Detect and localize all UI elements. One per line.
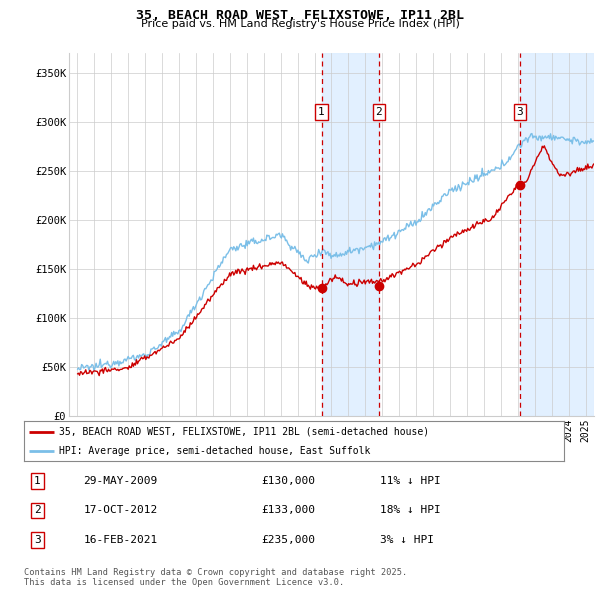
Text: 18% ↓ HPI: 18% ↓ HPI: [380, 506, 441, 515]
Text: 3: 3: [517, 107, 523, 117]
Text: 3: 3: [34, 535, 41, 545]
Bar: [322, 53, 379, 416]
Text: 17-OCT-2012: 17-OCT-2012: [83, 506, 158, 515]
Text: £133,000: £133,000: [262, 506, 316, 515]
Text: 11% ↓ HPI: 11% ↓ HPI: [380, 476, 441, 486]
Text: £235,000: £235,000: [262, 535, 316, 545]
Bar: [520, 53, 594, 416]
Text: 29-MAY-2009: 29-MAY-2009: [83, 476, 158, 486]
Text: £130,000: £130,000: [262, 476, 316, 486]
Text: 16-FEB-2021: 16-FEB-2021: [83, 535, 158, 545]
Text: Contains HM Land Registry data © Crown copyright and database right 2025.
This d: Contains HM Land Registry data © Crown c…: [24, 568, 407, 587]
Text: 3% ↓ HPI: 3% ↓ HPI: [380, 535, 434, 545]
Text: 2: 2: [34, 506, 41, 515]
Text: Price paid vs. HM Land Registry's House Price Index (HPI): Price paid vs. HM Land Registry's House …: [140, 19, 460, 30]
Text: 35, BEACH ROAD WEST, FELIXSTOWE, IP11 2BL: 35, BEACH ROAD WEST, FELIXSTOWE, IP11 2B…: [136, 9, 464, 22]
Text: 1: 1: [34, 476, 41, 486]
Text: HPI: Average price, semi-detached house, East Suffolk: HPI: Average price, semi-detached house,…: [59, 447, 370, 456]
Text: 2: 2: [376, 107, 382, 117]
Text: 1: 1: [318, 107, 325, 117]
Text: 35, BEACH ROAD WEST, FELIXSTOWE, IP11 2BL (semi-detached house): 35, BEACH ROAD WEST, FELIXSTOWE, IP11 2B…: [59, 427, 429, 437]
